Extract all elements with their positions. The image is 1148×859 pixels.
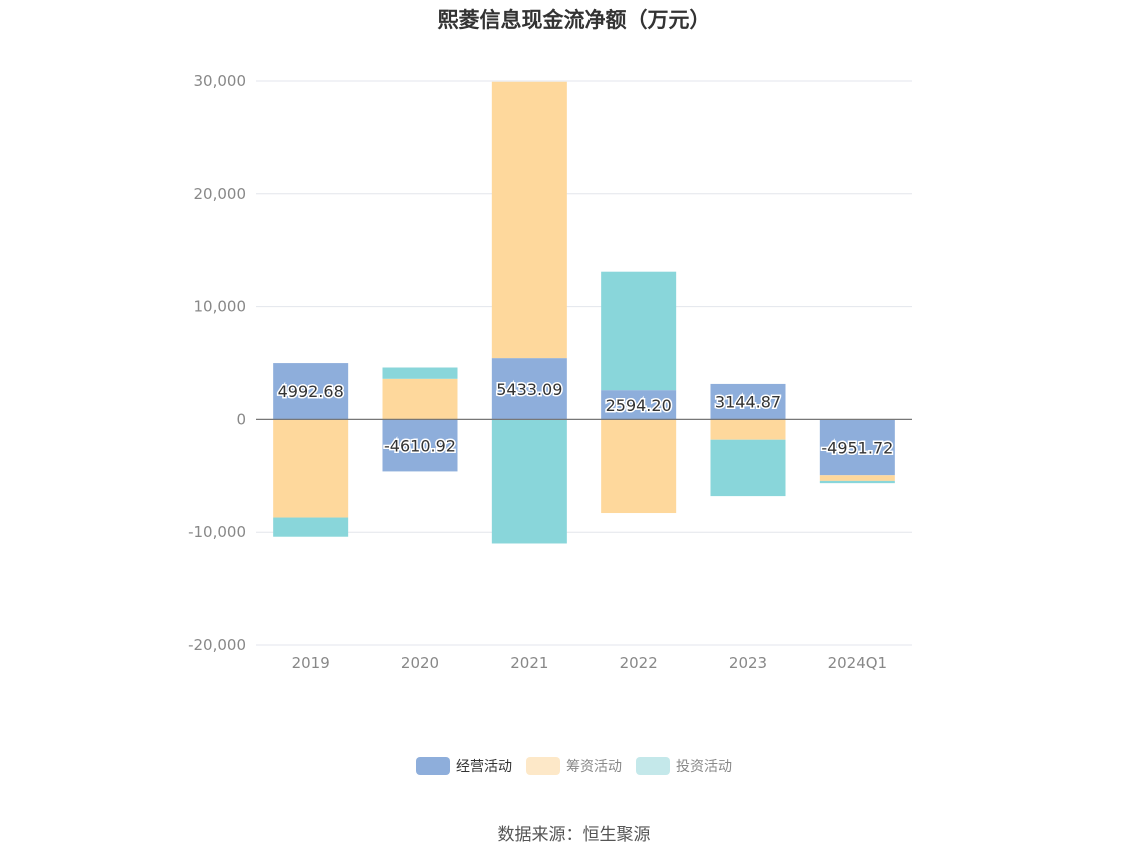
y-tick-label: -20,000: [188, 636, 246, 654]
bar-segment-investing[interactable]: [710, 439, 786, 497]
bar-segment-operating[interactable]: [710, 383, 786, 420]
data-label: 3144.87: [715, 393, 781, 412]
y-tick-label: 30,000: [194, 72, 247, 90]
y-tick-label: -10,000: [188, 523, 246, 541]
bar-segment-financing[interactable]: [601, 419, 677, 514]
x-tick-label: 2024Q1: [828, 654, 888, 672]
chart-svg: 4992.68 -4610.92 5433.09 2594.20 3144.87 -495…: [188, 72, 912, 672]
x-tick-label: 2020: [401, 654, 439, 672]
grid-lines: [256, 80, 912, 646]
bar-segment-financing[interactable]: [491, 81, 567, 359]
chart-title: 熙菱信息现金流净额（万元）: [437, 8, 711, 32]
bar-segment-operating[interactable]: [491, 358, 567, 420]
bar-segment-financing[interactable]: [273, 419, 349, 518]
legend-item-financing[interactable]: 筹资活动: [526, 756, 622, 776]
legend-label-operating: 经营活动: [456, 759, 512, 775]
data-label: -4610.92: [384, 436, 456, 455]
source-note: 数据来源：恒生聚源: [497, 825, 651, 845]
data-label: -4951.72: [821, 438, 893, 457]
bars: [273, 81, 895, 544]
bar-segment-operating[interactable]: [382, 419, 458, 472]
x-tick-label: 2019: [292, 654, 330, 672]
bar-segment-financing[interactable]: [382, 378, 458, 420]
y-tick-label: 20,000: [194, 185, 247, 203]
legend-label-financing: 筹资活动: [566, 759, 622, 775]
y-tick-label: 0: [236, 410, 246, 428]
bar-segment-financing[interactable]: [710, 419, 786, 440]
x-tick-label: 2022: [620, 654, 658, 672]
bar-segment-operating[interactable]: [273, 363, 349, 420]
data-label: 4992.68: [278, 382, 344, 401]
x-tick-label: 2021: [510, 654, 548, 672]
legend-swatch-operating: [416, 757, 450, 775]
bar-segment-investing[interactable]: [382, 367, 458, 379]
data-label: 2594.20: [606, 396, 672, 415]
tick-labels: 30,000 20,000 10,000 0 -10,000 -20,000 2019 202…: [188, 72, 887, 672]
legend-swatch-investing: [636, 757, 670, 775]
bar-segment-investing[interactable]: [491, 419, 567, 544]
legend-item-operating[interactable]: 经营活动: [416, 756, 512, 776]
bar-segment-investing[interactable]: [273, 517, 349, 537]
legend-item-investing[interactable]: 投资活动: [636, 756, 732, 776]
y-tick-label: 10,000: [194, 298, 247, 316]
bar-segment-operating[interactable]: [601, 390, 677, 420]
bar-segment-investing[interactable]: [819, 480, 895, 484]
bar-segment-investing[interactable]: [601, 271, 677, 391]
data-labels: 4992.68 -4610.92 5433.09 2594.20 3144.87 -495…: [276, 378, 895, 459]
bar-segment-operating[interactable]: [819, 419, 895, 476]
bar-segment-financing[interactable]: [819, 475, 895, 481]
legend-label-investing: 投资活动: [676, 759, 732, 775]
data-label: 5433.09: [496, 380, 562, 399]
legend-swatch-financing: [526, 757, 560, 775]
legend: 经营活动 筹资活动 投资活动: [0, 756, 1148, 776]
x-tick-label: 2023: [729, 654, 767, 672]
